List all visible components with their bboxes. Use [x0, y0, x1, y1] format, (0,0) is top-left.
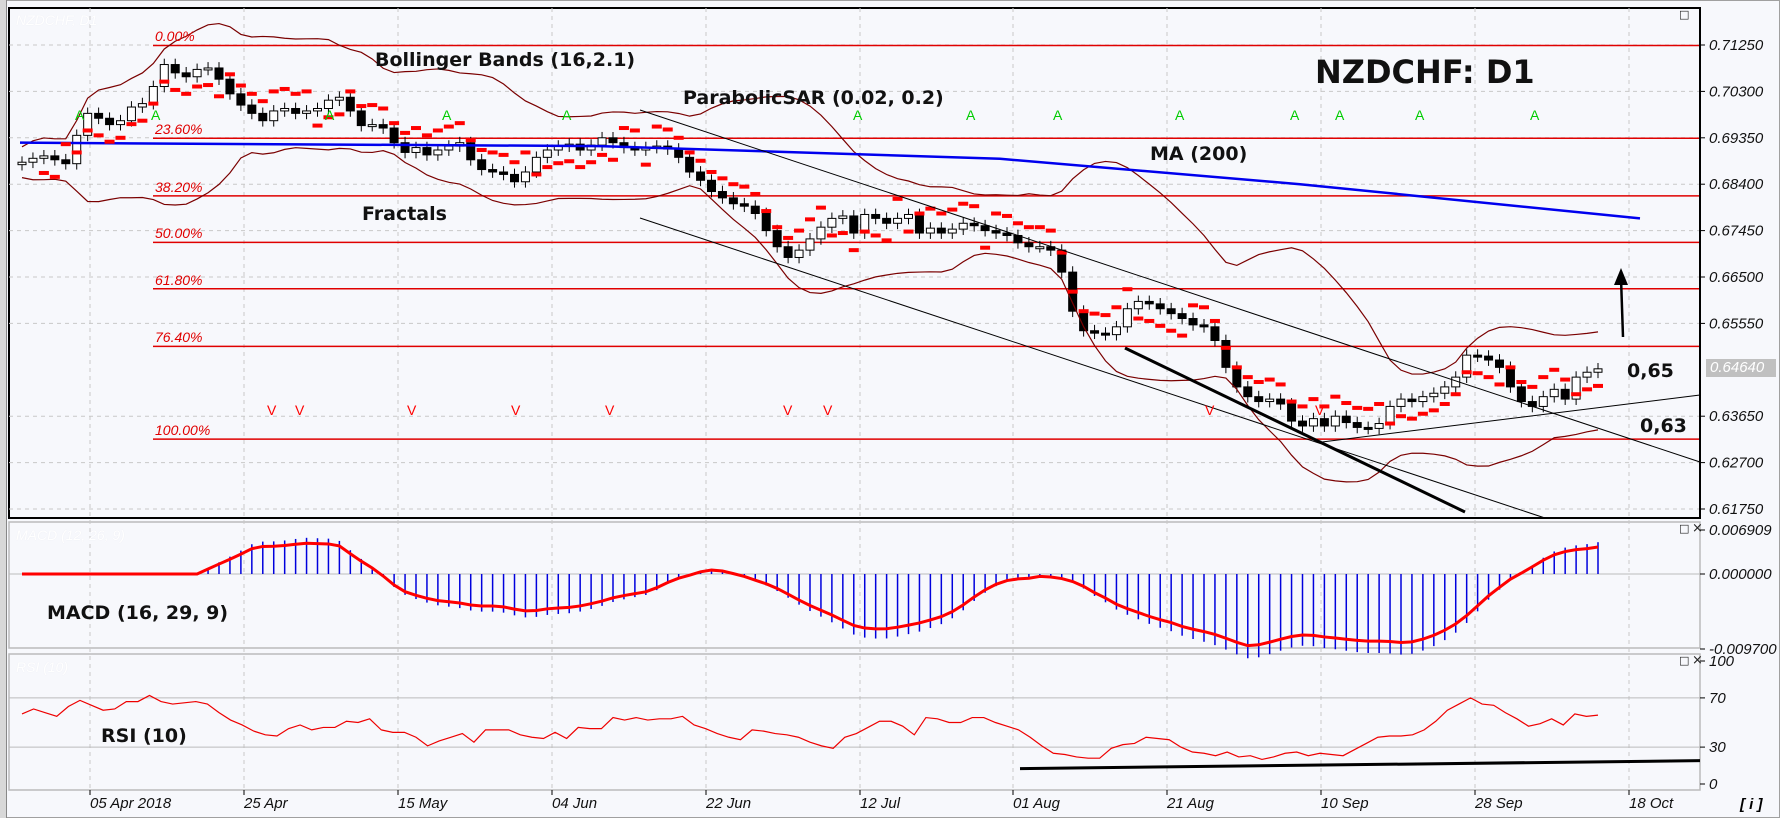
svg-text:V: V [605, 402, 615, 418]
fib-level-label: 38.20% [155, 178, 203, 195]
svg-text:V: V [1315, 402, 1325, 418]
ma-label: MA (200) [1150, 143, 1248, 165]
svg-text:V: V [267, 402, 277, 418]
svg-text:04 Jun: 04 Jun [552, 795, 597, 812]
chart-title: NZDCHF: D1 [1315, 53, 1535, 91]
svg-text:A: A [1053, 107, 1063, 123]
svg-text:0.65550: 0.65550 [1709, 315, 1764, 332]
macd-panel-label: MACD (12, 26, 9) [16, 527, 125, 543]
macd-label: MACD (16, 29, 9) [47, 602, 229, 624]
svg-text:0.66500: 0.66500 [1709, 269, 1764, 286]
svg-text:18 Oct: 18 Oct [1629, 795, 1674, 812]
fractals-label: Fractals [362, 203, 447, 225]
symbol-label: NZDCHF, D1 [16, 12, 98, 28]
svg-text:A: A [1290, 107, 1300, 123]
svg-text:0: 0 [1709, 776, 1718, 793]
fib-level-label: 61.80% [155, 271, 203, 288]
svg-text:0.67450: 0.67450 [1709, 223, 1764, 240]
svg-text:V: V [295, 402, 305, 418]
svg-text:10 Sep: 10 Sep [1321, 795, 1369, 812]
svg-text:0.006909: 0.006909 [1709, 522, 1772, 539]
svg-text:V: V [823, 402, 833, 418]
close-macd-button[interactable]: × [1692, 521, 1703, 536]
fib-level-label: 0.00% [155, 28, 195, 45]
svg-text:100: 100 [1709, 653, 1735, 670]
svg-text:0.61750: 0.61750 [1709, 501, 1764, 518]
svg-text:A: A [1415, 107, 1425, 123]
level-low-label: 0,63 [1640, 415, 1687, 437]
svg-text:V: V [1205, 402, 1215, 418]
svg-text:0.62700: 0.62700 [1709, 455, 1764, 472]
svg-text:0.63650: 0.63650 [1709, 408, 1764, 425]
svg-text:A: A [853, 107, 863, 123]
svg-text:01 Aug: 01 Aug [1013, 795, 1061, 812]
current-price-tag: 0.64640 [1706, 359, 1776, 377]
svg-text:A: A [442, 107, 452, 123]
svg-text:A: A [966, 107, 976, 123]
svg-text:A: A [151, 107, 161, 123]
svg-text:28 Sep: 28 Sep [1474, 795, 1523, 812]
level-high-label: 0,65 [1627, 360, 1674, 382]
maximize-main-button[interactable]: □ [1679, 8, 1690, 21]
info-button[interactable]: [ i ] [1740, 796, 1763, 813]
svg-text:22 Jun: 22 Jun [705, 795, 751, 812]
maximize-macd-button[interactable]: □ [1679, 522, 1690, 535]
svg-text:0.71250: 0.71250 [1709, 37, 1764, 54]
svg-text:V: V [511, 402, 521, 418]
fib-level-label: 100.00% [155, 422, 211, 439]
svg-text:A: A [75, 107, 85, 123]
rsi-label: RSI (10) [101, 725, 187, 747]
svg-text:0.70300: 0.70300 [1709, 83, 1764, 100]
svg-text:V: V [407, 402, 417, 418]
svg-text:A: A [325, 107, 335, 123]
svg-text:A: A [1335, 107, 1345, 123]
svg-text:30: 30 [1709, 739, 1726, 756]
fib-level-label: 76.40% [155, 329, 203, 346]
close-rsi-button[interactable]: × [1692, 653, 1703, 668]
svg-text:25 Apr: 25 Apr [243, 795, 289, 812]
rsi-panel-label: RSI (10) [16, 659, 69, 675]
fib-level-label: 50.00% [155, 225, 203, 242]
svg-text:A: A [1175, 107, 1185, 123]
svg-text:0.68400: 0.68400 [1709, 176, 1764, 193]
svg-text:12 Jul: 12 Jul [860, 795, 901, 812]
svg-text:0.69350: 0.69350 [1709, 130, 1764, 147]
window-left-border [0, 0, 7, 818]
svg-text:A: A [1530, 107, 1540, 123]
svg-text:A: A [562, 107, 572, 123]
svg-text:-0.009700: -0.009700 [1709, 641, 1777, 658]
svg-text:V: V [783, 402, 793, 418]
maximize-rsi-button[interactable]: □ [1679, 654, 1690, 667]
svg-text:15 May: 15 May [398, 795, 449, 812]
fib-level-label: 23.60% [155, 121, 203, 138]
svg-text:05 Apr 2018: 05 Apr 2018 [90, 795, 172, 812]
svg-text:70: 70 [1709, 690, 1726, 707]
svg-text:21 Aug: 21 Aug [1166, 795, 1215, 812]
svg-text:0.000000: 0.000000 [1709, 566, 1772, 583]
bollinger-label: Bollinger Bands (16,2.1) [375, 49, 636, 71]
parabolic-sar-label: ParabolicSAR (0.02, 0.2) [683, 87, 944, 109]
